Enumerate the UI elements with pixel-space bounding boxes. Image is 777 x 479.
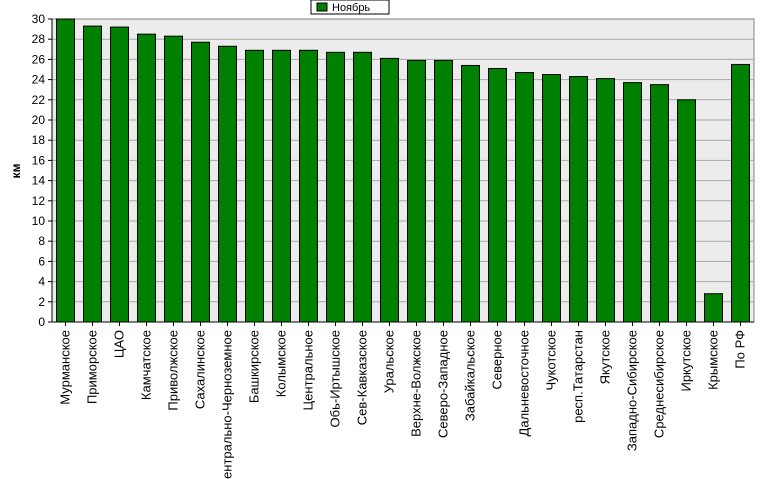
bar (407, 59, 426, 323)
x-tick-label: Среднесибирское (652, 330, 667, 438)
x-tick-label: Северное (490, 330, 505, 389)
legend-swatch (316, 2, 328, 12)
legend-label: Ноябрь (332, 2, 370, 14)
x-tick-label: Камчатское (139, 330, 154, 400)
x-tick-label: Обь-Иртышское (328, 330, 343, 427)
bar (110, 26, 129, 323)
bar (353, 51, 372, 323)
bar (677, 99, 696, 323)
y-tick-label: 18 (32, 133, 46, 147)
x-tick-label: Уральское (382, 330, 397, 393)
bar (326, 51, 345, 323)
bar (137, 33, 156, 323)
bar (704, 293, 723, 323)
x-tick-label: Забайкальское (463, 330, 478, 421)
bar (434, 59, 453, 323)
y-tick-label: 2 (38, 295, 45, 309)
x-tick-label: Приволжское (166, 330, 181, 411)
y-tick-label: 8 (38, 234, 45, 248)
x-tick-label: респ.Татарстан (571, 330, 586, 423)
bar (380, 57, 399, 323)
x-axis: Мурманское Приморское ЦАО Камчатское Приволж… (52, 321, 754, 479)
x-tick-label: По РФ (733, 330, 748, 369)
bar (272, 49, 291, 323)
x-tick-label: Крымское (706, 330, 721, 390)
y-tick-label: 20 (32, 113, 46, 127)
bar (596, 78, 615, 323)
y-tick-label: 6 (38, 254, 45, 268)
y-tick-label: 28 (32, 32, 46, 46)
x-tick-label: Центральное (301, 330, 316, 410)
x-tick-label: Мурманское (58, 330, 73, 405)
bar (650, 84, 669, 323)
legend: Ноябрь (310, 0, 390, 15)
y-tick-label: 30 (32, 12, 46, 26)
bar (83, 25, 102, 323)
bar (245, 49, 264, 323)
x-tick-label: Приморское (85, 330, 100, 404)
x-tick-label: Колымское (274, 330, 289, 397)
y-tick-label: 16 (32, 153, 46, 167)
bar (218, 45, 237, 323)
bar (569, 76, 588, 323)
x-tick-label: Центрально-Черноземное (220, 330, 235, 479)
x-tick-label: Сев-Кавказское (355, 330, 370, 425)
bar (164, 35, 183, 323)
y-axis-label: км (9, 163, 23, 178)
legend-box (310, 0, 390, 15)
x-tick-label: Дальневосточное (517, 330, 532, 436)
y-tick-label: 12 (32, 194, 46, 208)
x-tick-label: Верхне-Волжское (409, 330, 424, 437)
bar (299, 49, 318, 323)
bar (56, 18, 75, 323)
x-tick-label: Западно-Сибирское (625, 330, 640, 451)
x-tick-label: Северо-Западное (436, 330, 451, 438)
y-tick-label: 14 (32, 174, 46, 188)
bar (461, 64, 480, 323)
x-tick-label: Сахалинское (193, 330, 208, 409)
y-tick-label: 24 (32, 73, 46, 87)
bar (623, 82, 642, 323)
y-tick-label: 26 (32, 52, 46, 66)
plot-area (51, 18, 755, 323)
y-tick-label: 10 (32, 214, 46, 228)
x-tick-label: Иркутское (679, 330, 694, 392)
bar (191, 41, 210, 323)
y-tick-label: 22 (32, 93, 46, 107)
x-tick-label: Башкирское (247, 330, 262, 403)
x-tick-label: Якутское (598, 330, 613, 384)
bar (488, 67, 507, 323)
y-tick-label: 0 (38, 315, 45, 329)
y-tick-label: 4 (38, 275, 45, 289)
x-tick-label: Чукотское (544, 330, 559, 391)
x-tick-label: ЦАО (112, 330, 127, 358)
bar (515, 72, 534, 323)
bar (542, 74, 561, 323)
bar (731, 63, 750, 323)
